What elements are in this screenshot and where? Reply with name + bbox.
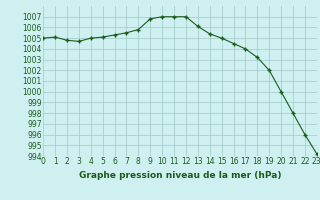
X-axis label: Graphe pression niveau de la mer (hPa): Graphe pression niveau de la mer (hPa) xyxy=(79,171,281,180)
